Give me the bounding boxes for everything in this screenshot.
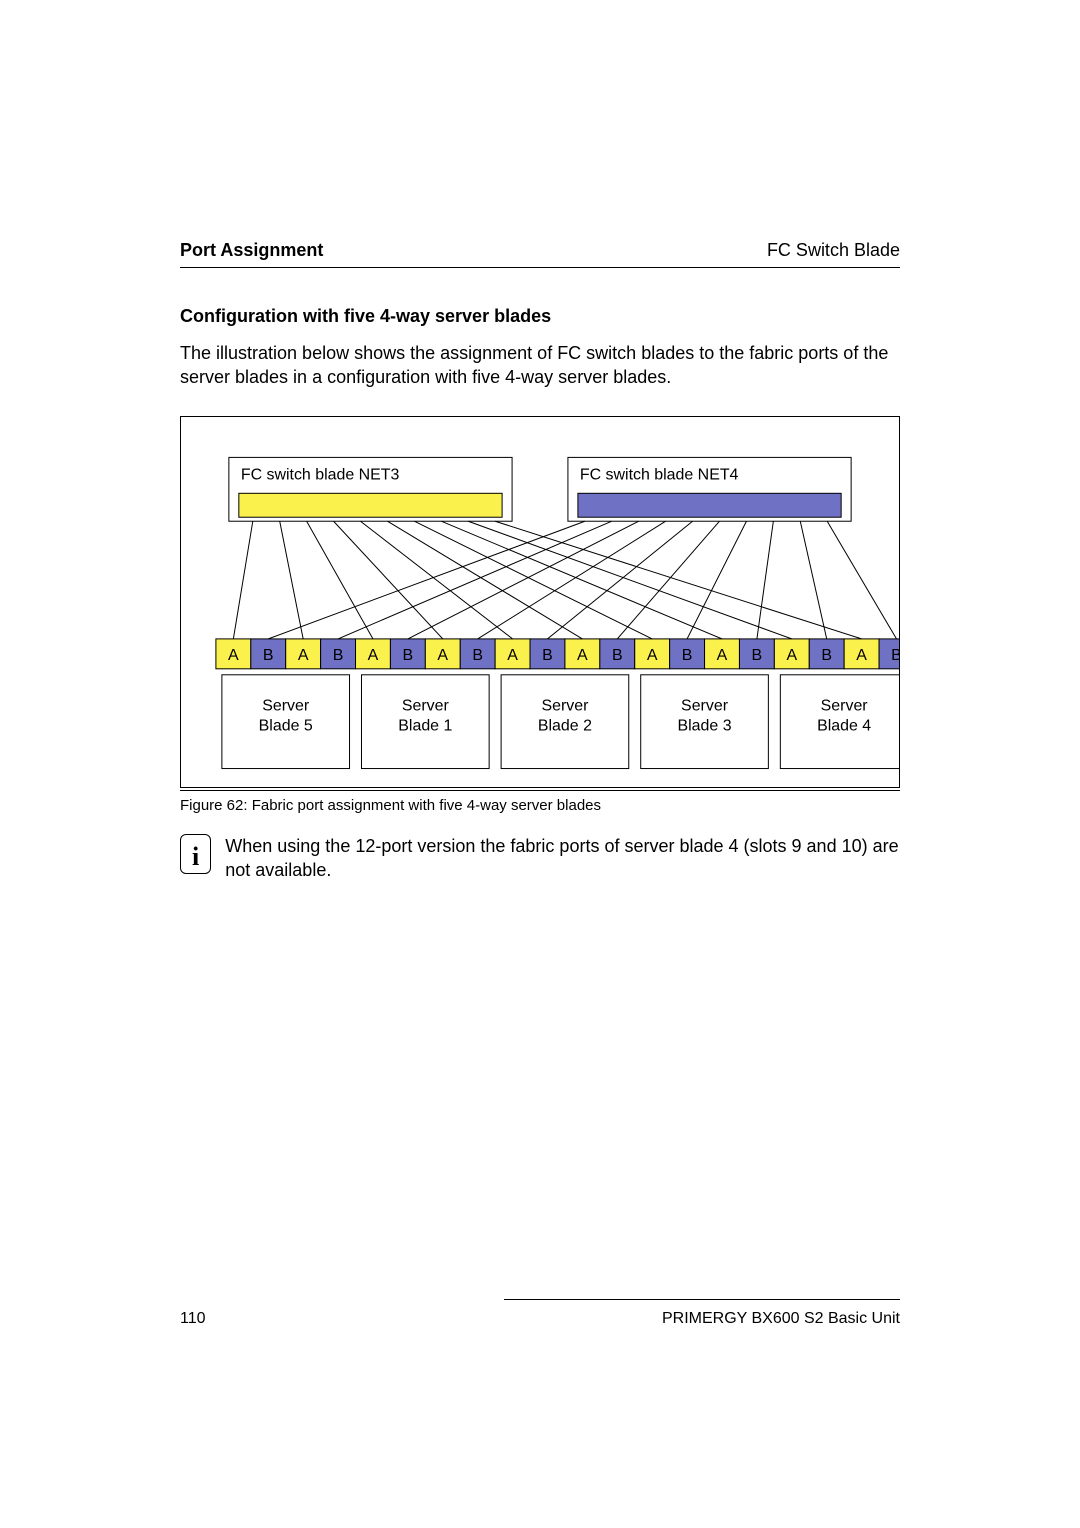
svg-text:A: A xyxy=(298,646,309,663)
figure-62: FC switch blade NET3 FC switch blade NET4… xyxy=(180,416,900,788)
header-left: Port Assignment xyxy=(180,240,323,261)
svg-text:A: A xyxy=(856,646,867,663)
figure-svg: FC switch blade NET3 FC switch blade NET4… xyxy=(181,417,899,787)
svg-text:B: B xyxy=(752,646,763,663)
svg-text:A: A xyxy=(786,646,797,663)
svg-text:A: A xyxy=(437,646,448,663)
svg-text:Server: Server xyxy=(821,697,869,714)
svg-text:Blade 3: Blade 3 xyxy=(678,717,732,734)
info-note: i When using the 12-port version the fab… xyxy=(180,834,900,883)
page-number: 110 xyxy=(180,1310,206,1328)
svg-text:A: A xyxy=(647,646,658,663)
info-icon: i xyxy=(180,834,211,874)
svg-text:B: B xyxy=(542,646,553,663)
svg-text:Blade 1: Blade 1 xyxy=(398,717,452,734)
svg-text:A: A xyxy=(577,646,588,663)
note-text: When using the 12-port version the fabri… xyxy=(225,834,900,883)
svg-text:B: B xyxy=(821,646,832,663)
intro-paragraph: The illustration below shows the assignm… xyxy=(180,341,900,390)
figure-caption: Figure 62: Fabric port assignment with f… xyxy=(180,797,900,814)
svg-text:B: B xyxy=(403,646,414,663)
svg-text:Blade 4: Blade 4 xyxy=(817,717,871,734)
svg-text:Server: Server xyxy=(402,697,450,714)
page-header: Port Assignment FC Switch Blade xyxy=(180,240,900,268)
page-footer: 110 PRIMERGY BX600 S2 Basic Unit xyxy=(180,1299,900,1328)
svg-text:B: B xyxy=(472,646,483,663)
svg-text:Server: Server xyxy=(262,697,310,714)
svg-text:A: A xyxy=(368,646,379,663)
svg-text:B: B xyxy=(263,646,274,663)
header-right: FC Switch Blade xyxy=(767,240,900,261)
svg-text:B: B xyxy=(612,646,623,663)
svg-text:Server: Server xyxy=(681,697,729,714)
svg-text:Blade 5: Blade 5 xyxy=(259,717,313,734)
svg-text:A: A xyxy=(717,646,728,663)
doc-title: PRIMERGY BX600 S2 Basic Unit xyxy=(662,1310,900,1328)
svg-text:Server: Server xyxy=(541,697,589,714)
svg-text:A: A xyxy=(228,646,239,663)
svg-text:B: B xyxy=(333,646,344,663)
svg-text:B: B xyxy=(682,646,693,663)
svg-text:B: B xyxy=(891,646,899,663)
svg-text:FC switch blade NET4: FC switch blade NET4 xyxy=(580,466,739,483)
svg-text:A: A xyxy=(507,646,518,663)
svg-text:FC switch blade NET3: FC switch blade NET3 xyxy=(241,466,400,483)
section-title: Configuration with five 4-way server bla… xyxy=(180,306,900,327)
svg-text:Blade 2: Blade 2 xyxy=(538,717,592,734)
